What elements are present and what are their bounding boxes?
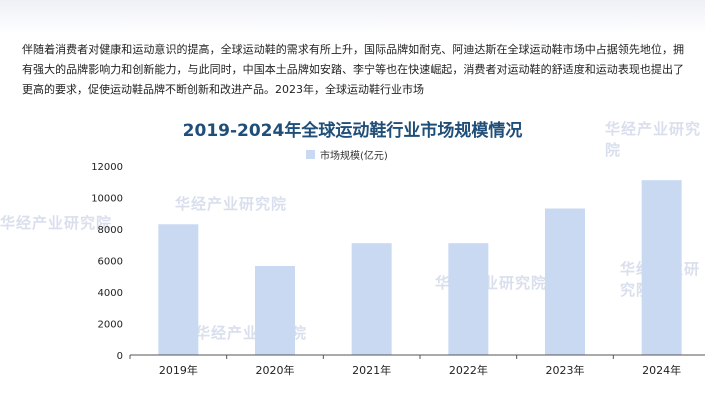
y-axis: 0 2000 4000 6000 8000 10000 12000 (91, 162, 123, 362)
legend-label: 市场规模(亿元) (320, 149, 388, 162)
bar (448, 243, 489, 355)
x-tick-label: 2022年 (449, 363, 488, 377)
watermark: 华经产业研究院 (0, 214, 113, 232)
y-tick-label: 8000 (98, 225, 123, 236)
x-tick-label: 2023年 (546, 363, 585, 377)
y-tick-label: 10000 (91, 194, 123, 205)
watermark: 华经产业研究院 (175, 195, 288, 213)
y-tick-label: 6000 (98, 257, 123, 268)
legend-swatch (306, 150, 315, 159)
bar (545, 208, 585, 355)
watermark: 华经产业研究院 (605, 120, 702, 159)
top-banner (0, 0, 705, 34)
x-tick-label: 2021年 (352, 363, 391, 377)
x-tick-label: 2024年 (642, 363, 681, 377)
y-tick-label: 4000 (98, 288, 123, 299)
x-tick-label: 2020年 (256, 363, 295, 377)
chart-title: 2019-2024年全球运动鞋行业市场规模情况 (182, 121, 523, 141)
bar (255, 266, 295, 355)
bar (641, 180, 682, 355)
bar (351, 243, 392, 355)
bars (158, 180, 682, 355)
x-tick-label: 2019年 (159, 363, 198, 377)
y-tick-label: 2000 (98, 320, 123, 331)
legend: 市场规模(亿元) (306, 149, 388, 162)
bar (158, 224, 199, 355)
x-axis: 2019年 2020年 2021年 2022年 2023年 2024年 (129, 354, 705, 377)
intro-paragraph: 伴随着消费者对健康和运动意识的提高，全球运动鞋的需求有所上升，国际品牌如耐克、阿… (22, 43, 684, 96)
y-tick-label: 0 (117, 351, 123, 362)
y-tick-label: 12000 (91, 162, 123, 173)
